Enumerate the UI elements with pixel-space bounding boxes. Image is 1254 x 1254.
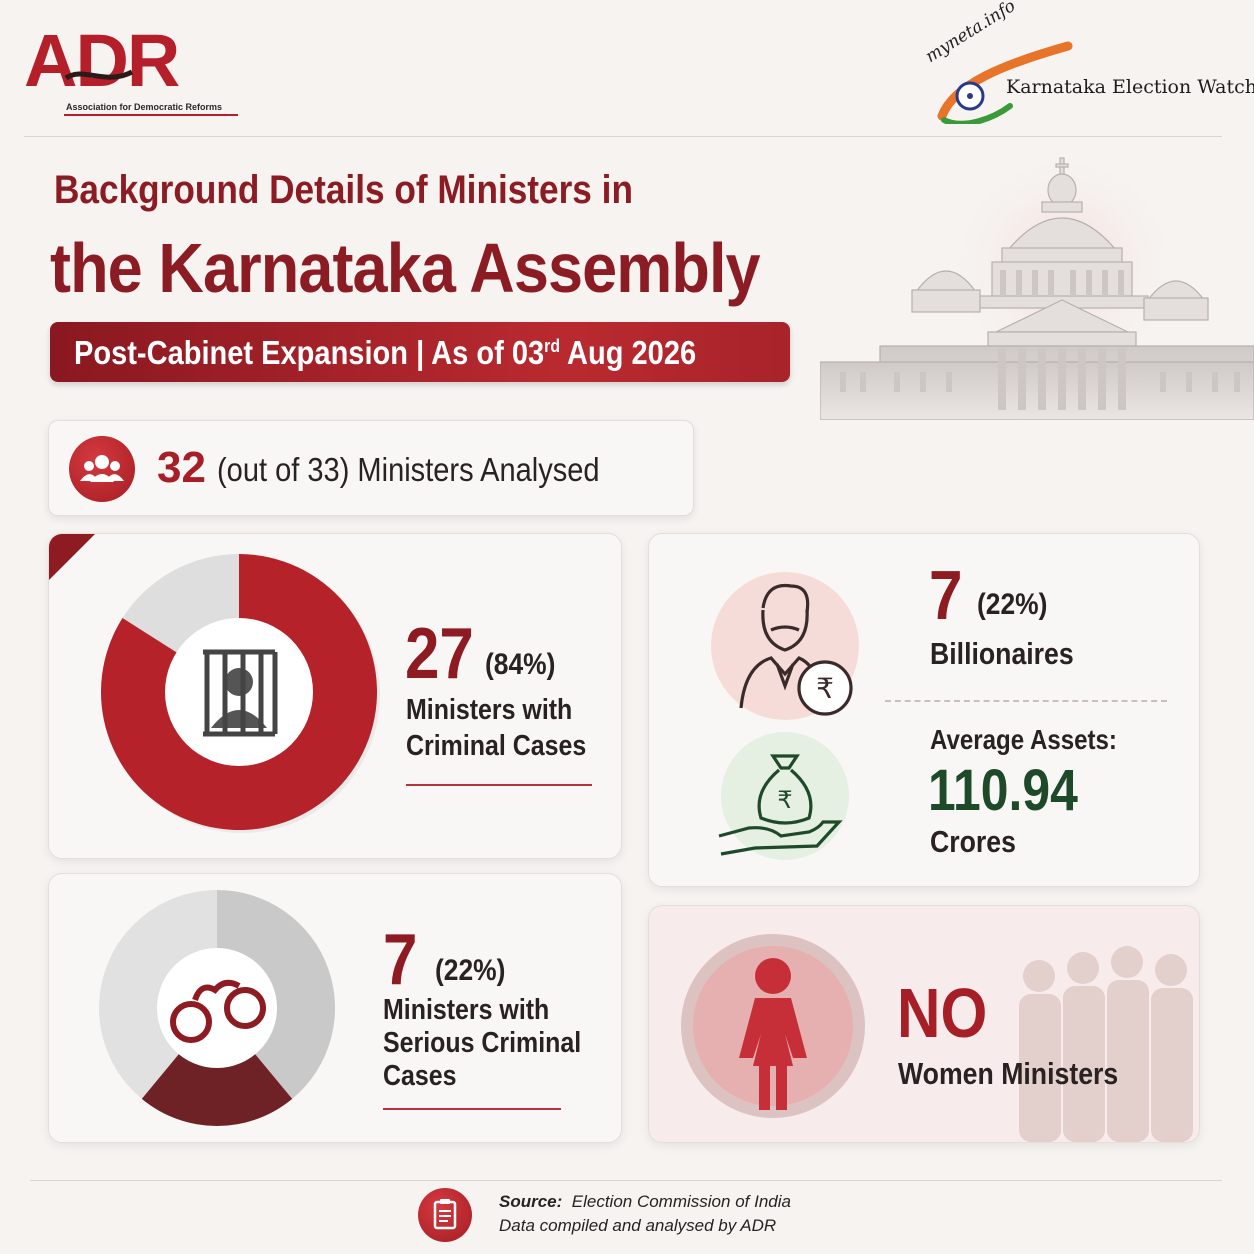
serious-cases-donut xyxy=(99,890,335,1126)
myneta-swoosh-icon xyxy=(937,41,1073,124)
billionaires-percent: (22%) xyxy=(977,588,1048,621)
crowd-silhouette-icon xyxy=(1019,946,1193,1142)
subtitle-prefix: Post-Cabinet Expansion | As of 03 xyxy=(74,334,545,371)
handcuffs-icon xyxy=(170,979,266,1043)
criminal-cases-donut xyxy=(101,554,380,833)
serious-cases-label-3: Cases xyxy=(383,1060,457,1092)
adr-logo-subtext: Association for Democratic Reforms xyxy=(66,102,223,112)
donut-segment-rest-light xyxy=(99,890,217,1099)
criminal-cases-label-2: Criminal Cases xyxy=(406,730,587,762)
average-assets-label: Average Assets: xyxy=(930,724,1117,755)
title-line-1: Background Details of Ministers in xyxy=(54,168,633,212)
adr-logo-text: ADR xyxy=(24,19,180,102)
billionaires-label: Billionaires xyxy=(930,636,1074,671)
adr-logo: ADR Association for Democratic Reforms xyxy=(24,24,238,116)
title-line-2: the Karnataka Assembly xyxy=(50,229,761,307)
donut-segment-rest xyxy=(217,890,335,1099)
assets-divider xyxy=(885,700,1167,702)
women-ministers-card: NO Women Ministers xyxy=(648,905,1200,1143)
average-assets-unit: Crores xyxy=(930,824,1016,859)
serious-cases-label-1: Ministers with xyxy=(383,994,550,1026)
building-icon xyxy=(820,157,1254,420)
karnataka-election-watch-text: Karnataka Election Watch xyxy=(1006,76,1254,98)
source-value: Election Commission of India xyxy=(571,1192,791,1211)
criminal-cases-count: 27 xyxy=(405,614,474,694)
subtitle-superscript: rd xyxy=(544,336,561,356)
ministers-analysed-count: 32 xyxy=(157,443,206,492)
ministers-analysed-box: 32 (out of 33) Ministers Analysed xyxy=(48,420,694,516)
serious-cases-percent: (22%) xyxy=(435,954,506,987)
footer-divider xyxy=(30,1180,1222,1181)
subtitle-suffix: Aug 2026 xyxy=(560,334,697,371)
card-corner-accent xyxy=(49,534,95,580)
adr-swoosh-icon xyxy=(64,69,134,81)
serious-cases-label-2: Serious Criminal xyxy=(383,1027,582,1059)
criminal-cases-underline xyxy=(406,784,592,786)
criminal-cases-card: 27 (84%) Ministers with Criminal Cases xyxy=(48,533,622,859)
document-icon xyxy=(418,1188,472,1242)
women-ministers-headline: NO xyxy=(897,974,988,1052)
subtitle-text: Post-Cabinet Expansion | As of 03rd Aug … xyxy=(74,334,696,372)
adr-logo-underline xyxy=(64,114,238,116)
serious-cases-card: 7 (22%) Ministers with Serious Criminal … xyxy=(48,873,622,1143)
svg-text:₹: ₹ xyxy=(777,786,792,814)
subtitle-banner: Post-Cabinet Expansion | As of 03rd Aug … xyxy=(50,322,790,382)
source-label: Source: xyxy=(499,1192,563,1211)
people-icon xyxy=(69,436,135,502)
myneta-logo: myneta.info Karnataka Election Watch xyxy=(920,0,1254,124)
assets-card: ₹ ₹ 7 (22%) Billionaires Average Assets:… xyxy=(648,533,1200,887)
serious-cases-count: 7 xyxy=(383,920,418,1000)
compiled-by-line: Data compiled and analysed by ADR xyxy=(499,1216,777,1235)
billionaire-icon: ₹ xyxy=(711,572,859,720)
criminal-cases-label-1: Ministers with xyxy=(406,694,573,726)
billionaires-count: 7 xyxy=(929,556,963,634)
ministers-analysed-label: (out of 33) Ministers Analysed xyxy=(217,451,600,488)
serious-cases-underline xyxy=(383,1108,561,1110)
average-assets-value: 110.94 xyxy=(928,758,1078,823)
money-bag-icon: ₹ xyxy=(718,732,849,860)
source-line: Source: Election Commission of India xyxy=(499,1192,791,1212)
woman-icon xyxy=(681,934,865,1118)
criminal-cases-percent: (84%) xyxy=(485,648,556,681)
svg-text:₹: ₹ xyxy=(816,672,834,705)
women-ministers-label: Women Ministers xyxy=(898,1056,1119,1091)
prisoner-icon xyxy=(203,649,278,737)
header-divider xyxy=(24,136,1222,137)
